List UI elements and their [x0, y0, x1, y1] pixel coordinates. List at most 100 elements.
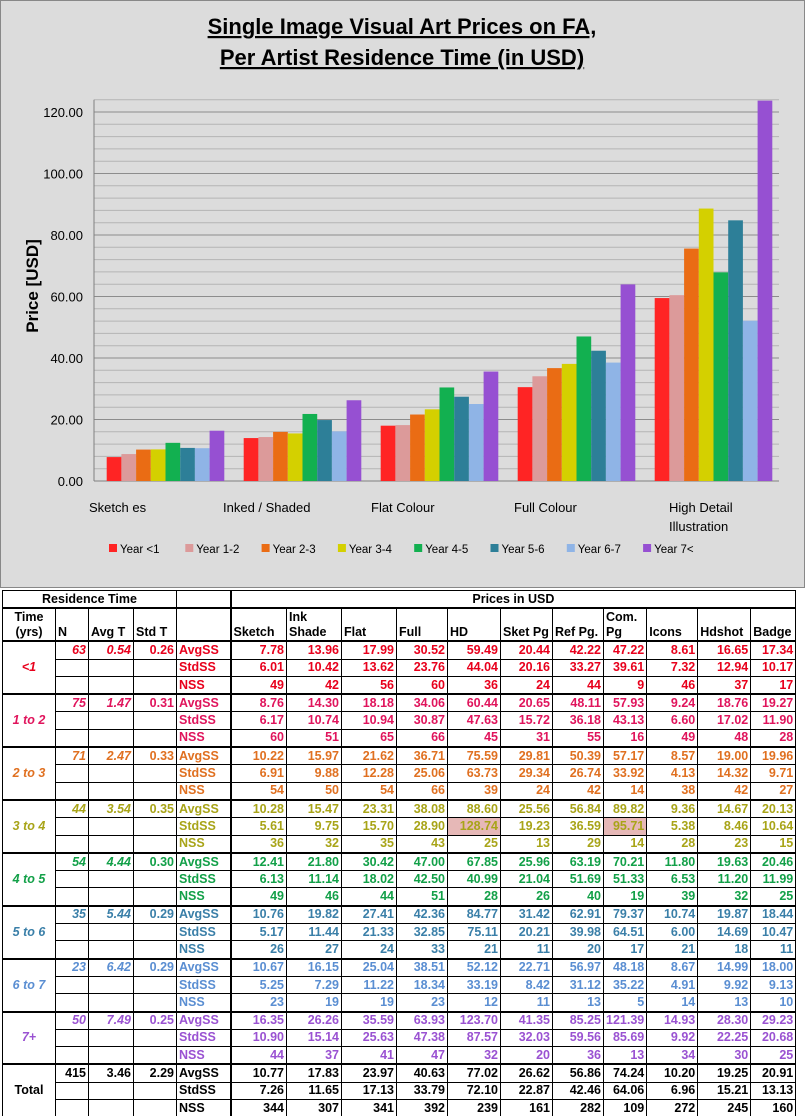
value-cell: 26.74: [552, 764, 604, 783]
value-cell: 48: [697, 728, 752, 748]
value-cell: 41.35: [500, 1010, 553, 1030]
legend-swatch: [490, 544, 499, 552]
value-cell: 14.30: [286, 693, 342, 713]
bar: [424, 409, 440, 481]
stat-label: NSS: [176, 834, 232, 854]
value-cell: 28: [447, 887, 501, 907]
value-cell: 28.30: [697, 1010, 752, 1030]
table-row: StdSS 6.91 9.88 12.28 25.06 63.73 29.34 26.74 33…: [3, 764, 797, 783]
value-cell: 37: [286, 1046, 342, 1065]
bar: [395, 425, 411, 481]
avg-t-cell: 1.47: [88, 693, 134, 713]
avg-t-cell: 6.42: [88, 957, 134, 977]
bar: [454, 396, 469, 481]
bar: [684, 248, 699, 481]
column-header: Badge: [750, 607, 797, 642]
n-cell: 75: [55, 693, 89, 713]
value-cell: 19: [286, 993, 342, 1013]
value-cell: 160: [750, 1099, 797, 1116]
value-cell: 23.97: [341, 1063, 397, 1083]
empty-cell: [55, 870, 89, 889]
value-cell: 23: [396, 993, 448, 1013]
table-row: StdSS 5.61 9.75 15.70 28.90 128.74 19.23 36.59 9…: [3, 817, 797, 836]
value-cell: 52.12: [447, 957, 501, 977]
value-cell: 282: [552, 1099, 604, 1116]
time-group-label: 6 to 7: [2, 957, 56, 1013]
value-cell: 9.36: [646, 798, 699, 819]
value-cell: 14.99: [697, 957, 752, 977]
value-cell: 25.96: [500, 851, 553, 872]
n-cell: 44: [55, 798, 89, 819]
value-cell: 6.13: [230, 870, 287, 889]
value-cell: 14: [602, 834, 648, 854]
value-cell: 36: [447, 675, 501, 695]
value-cell: 19.82: [286, 904, 342, 925]
value-cell: 11: [750, 940, 797, 960]
value-cell: 85.25: [552, 1010, 604, 1030]
bar: [547, 368, 562, 481]
avg-t-cell: 7.49: [88, 1010, 134, 1030]
time-group-label: <1: [2, 640, 56, 695]
value-cell: 47.22: [602, 640, 648, 660]
value-cell: 13.13: [750, 1081, 797, 1101]
value-cell: 36.18: [552, 711, 604, 730]
value-cell: 95.71: [602, 817, 648, 836]
value-cell: 6.91: [230, 764, 287, 783]
value-cell: 87.57: [447, 1028, 501, 1048]
value-cell: 109: [602, 1099, 648, 1116]
column-header: Icons: [646, 607, 699, 642]
value-cell: 37: [697, 675, 752, 695]
empty-cell: [88, 1046, 134, 1065]
value-cell: 20.16: [500, 658, 553, 677]
value-cell: 47.63: [447, 711, 501, 730]
empty-cell: [133, 658, 177, 677]
value-cell: 20.68: [750, 1028, 797, 1048]
value-cell: 42: [286, 675, 342, 695]
value-cell: 9: [602, 675, 648, 695]
value-cell: 42.36: [396, 904, 448, 925]
value-cell: 64.06: [602, 1081, 648, 1101]
chart-title-line: Per Artist Residence Time (in USD): [220, 45, 584, 70]
y-tick-label: 0.00: [58, 474, 83, 489]
value-cell: 38.51: [396, 957, 448, 977]
value-cell: 21: [447, 940, 501, 960]
legend-swatch: [261, 544, 270, 552]
stat-label: AvgSS: [176, 746, 232, 766]
table-row: Total 415 3.46 2.29 AvgSS 10.77 17.83 23.97 40.6…: [2, 1063, 797, 1116]
value-cell: 47.00: [396, 851, 448, 872]
value-cell: 344: [230, 1099, 287, 1116]
value-cell: 32.03: [500, 1028, 553, 1048]
value-cell: 34: [646, 1046, 699, 1065]
value-cell: 15.70: [341, 817, 397, 836]
y-tick-label: 120.00: [43, 105, 83, 120]
value-cell: 25.56: [500, 798, 553, 819]
value-cell: 23.31: [341, 798, 397, 819]
empty-cell: [55, 975, 89, 995]
value-cell: 28.90: [396, 817, 448, 836]
value-cell: 21.04: [500, 870, 553, 889]
x-category-label: Flat Colour: [371, 500, 435, 515]
value-cell: 57.93: [602, 693, 648, 713]
chart-svg: Single Image Visual Art Prices on FA, Per…: [23, 14, 779, 556]
value-cell: 27: [750, 781, 797, 801]
value-cell: 26: [500, 887, 553, 907]
value-cell: 14: [602, 781, 648, 801]
stat-label: StdSS: [176, 1028, 232, 1048]
empty-cell: [55, 993, 89, 1013]
empty-cell: [88, 675, 134, 695]
value-cell: 18.76: [697, 693, 752, 713]
avg-t-cell: 3.46: [88, 1063, 134, 1083]
table-row: NSS 49 42 56 60 36 24 44 9 46 37 17: [3, 675, 797, 695]
value-cell: 51: [286, 728, 342, 748]
value-cell: 26: [230, 940, 287, 960]
value-cell: 8.46: [697, 817, 752, 836]
legend-label: Year 1-2: [196, 544, 239, 556]
value-cell: 9.13: [750, 975, 797, 995]
empty-cell: [55, 923, 89, 942]
value-cell: 75.59: [447, 746, 501, 766]
value-cell: 17.99: [341, 640, 397, 660]
value-cell: 17.13: [341, 1081, 397, 1101]
value-cell: 25.06: [396, 764, 448, 783]
value-cell: 13: [500, 834, 553, 854]
